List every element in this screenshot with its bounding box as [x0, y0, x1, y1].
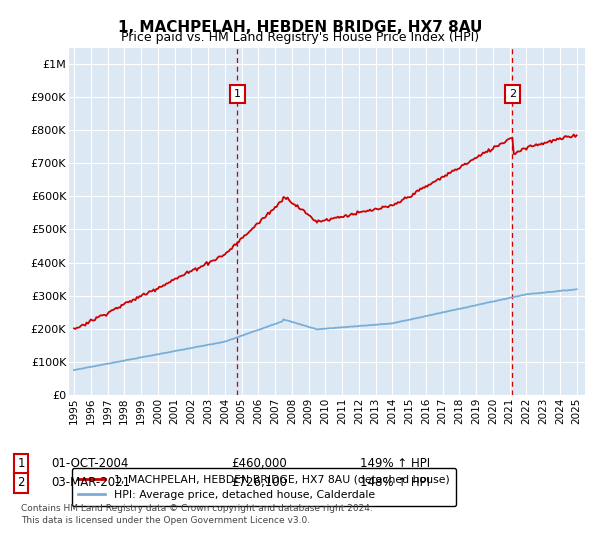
Text: Price paid vs. HM Land Registry's House Price Index (HPI): Price paid vs. HM Land Registry's House … [121, 31, 479, 44]
Text: 2: 2 [509, 89, 516, 99]
Text: 148% ↑ HPI: 148% ↑ HPI [360, 476, 430, 489]
Text: 1, MACHPELAH, HEBDEN BRIDGE, HX7 8AU: 1, MACHPELAH, HEBDEN BRIDGE, HX7 8AU [118, 20, 482, 35]
Text: 1: 1 [17, 457, 25, 470]
Text: £726,100: £726,100 [231, 476, 287, 489]
Text: Contains HM Land Registry data © Crown copyright and database right 2024.: Contains HM Land Registry data © Crown c… [21, 504, 373, 513]
Text: 1: 1 [234, 89, 241, 99]
Text: 2: 2 [17, 476, 25, 489]
Text: £460,000: £460,000 [231, 457, 287, 470]
Text: 149% ↑ HPI: 149% ↑ HPI [360, 457, 430, 470]
Legend: 1, MACHPELAH, HEBDEN BRIDGE, HX7 8AU (detached house), HPI: Average price, detac: 1, MACHPELAH, HEBDEN BRIDGE, HX7 8AU (de… [72, 468, 457, 506]
Text: 01-OCT-2004: 01-OCT-2004 [51, 457, 128, 470]
Text: 03-MAR-2021: 03-MAR-2021 [51, 476, 130, 489]
Text: This data is licensed under the Open Government Licence v3.0.: This data is licensed under the Open Gov… [21, 516, 310, 525]
